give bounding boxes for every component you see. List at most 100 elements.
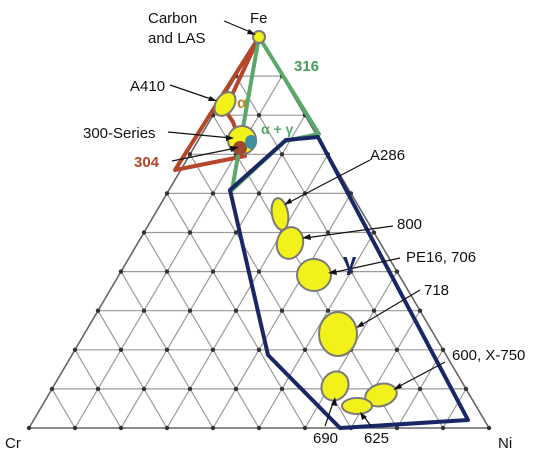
arrow-800 — [304, 225, 394, 239]
ellipse-304 — [233, 141, 247, 155]
grid-line — [97, 310, 168, 429]
grid-node — [233, 230, 239, 235]
arrow-a286 — [285, 159, 371, 205]
grid-node — [325, 308, 331, 313]
grid-node — [187, 386, 193, 392]
phase-label-alpha-gamma: α + γ — [261, 121, 294, 137]
arrowhead — [328, 269, 337, 275]
arrowhead — [226, 135, 234, 141]
grid-node — [95, 308, 101, 313]
grid-node — [164, 191, 170, 196]
arrow-718 — [357, 289, 421, 328]
arrowhead — [356, 321, 364, 328]
grid-node — [256, 191, 262, 196]
arrowhead — [302, 234, 311, 240]
grid-node — [394, 425, 400, 431]
grid-node — [118, 425, 124, 431]
grid-node — [394, 347, 400, 352]
arrow-pe16-706 — [330, 257, 401, 274]
label-pe16-706: PE16, 706 — [406, 249, 476, 266]
grid-node — [187, 308, 193, 313]
grid-node — [187, 230, 193, 235]
grid-node — [49, 386, 55, 392]
arrowhead — [247, 29, 256, 35]
grid-node — [118, 269, 124, 274]
grid-line — [166, 153, 329, 429]
grid-node — [164, 347, 170, 352]
grid-node — [164, 269, 170, 274]
grid-node — [164, 425, 170, 431]
arrowhead — [230, 146, 239, 152]
grid-node — [256, 269, 262, 274]
vertex-label-fe: Fe — [250, 10, 268, 27]
grid-node — [95, 386, 101, 392]
grid-node — [325, 230, 331, 235]
ellipse-690 — [320, 370, 350, 402]
label-and-las: and LAS — [148, 30, 206, 47]
arrowheads — [208, 29, 402, 420]
phase-label-alpha: α — [237, 95, 247, 112]
grid-line — [258, 232, 375, 429]
label-a286: A286 — [370, 147, 405, 164]
label-304: 304 — [134, 154, 160, 171]
grid-node — [256, 347, 262, 352]
label-690: 690 — [313, 430, 338, 447]
grid-line — [51, 388, 76, 429]
phase-label-gamma: γ — [343, 249, 357, 276]
grid-node — [118, 347, 124, 352]
grid-node — [26, 425, 32, 431]
ellipse-625 — [341, 397, 373, 415]
grid-node — [279, 152, 285, 157]
grid-node — [210, 191, 216, 196]
label-600-x750: 600, X-750 — [452, 347, 525, 364]
arrow-304 — [171, 147, 237, 162]
ellipse-pe16-706 — [296, 258, 332, 292]
grid-node — [72, 425, 78, 431]
ellipse-carbon-las — [252, 30, 266, 44]
grid-node — [187, 152, 193, 157]
grid-node — [486, 425, 492, 431]
grid-node — [279, 308, 285, 313]
arrow-300-series — [167, 131, 232, 139]
gamma-region-outline — [228, 135, 470, 430]
grid-node — [440, 425, 446, 431]
grid-node — [394, 269, 400, 274]
ellipse-a410 — [213, 91, 237, 117]
ellipse-718 — [318, 311, 358, 357]
grid-node — [141, 230, 147, 235]
arrow-fe — [223, 20, 254, 34]
grid-line — [235, 75, 444, 429]
grid-node — [302, 347, 308, 352]
label-718: 718 — [424, 282, 449, 299]
grid-node — [72, 347, 78, 352]
ellipse-316 — [245, 135, 257, 149]
grid-node — [210, 269, 216, 274]
grid-node — [141, 308, 147, 313]
grid-node — [371, 308, 377, 313]
ellipse-800 — [275, 226, 305, 260]
leader-arrows — [167, 20, 446, 427]
arrowhead — [208, 96, 217, 101]
arrow-600-x750 — [395, 361, 446, 389]
grid-node — [210, 425, 216, 431]
grid-node — [256, 113, 262, 118]
grid-node — [371, 230, 377, 235]
vertex-label-cr: Cr — [5, 435, 21, 452]
arrow-a410 — [169, 84, 215, 101]
arrowhead — [360, 412, 367, 420]
label-a410: A410 — [130, 78, 165, 95]
arrowhead — [393, 383, 402, 390]
label-carbon: Carbon — [148, 10, 197, 27]
arrowhead — [284, 198, 292, 205]
label-316: 316 — [294, 58, 319, 75]
grid-line — [143, 232, 260, 429]
grid-node — [141, 386, 147, 392]
grid-node — [210, 347, 216, 352]
grid-node — [302, 425, 308, 431]
label-800: 800 — [397, 216, 422, 233]
label-300-series: 300-Series — [83, 125, 156, 142]
vertex-label-ni: Ni — [498, 435, 512, 452]
grid-node — [463, 386, 469, 392]
